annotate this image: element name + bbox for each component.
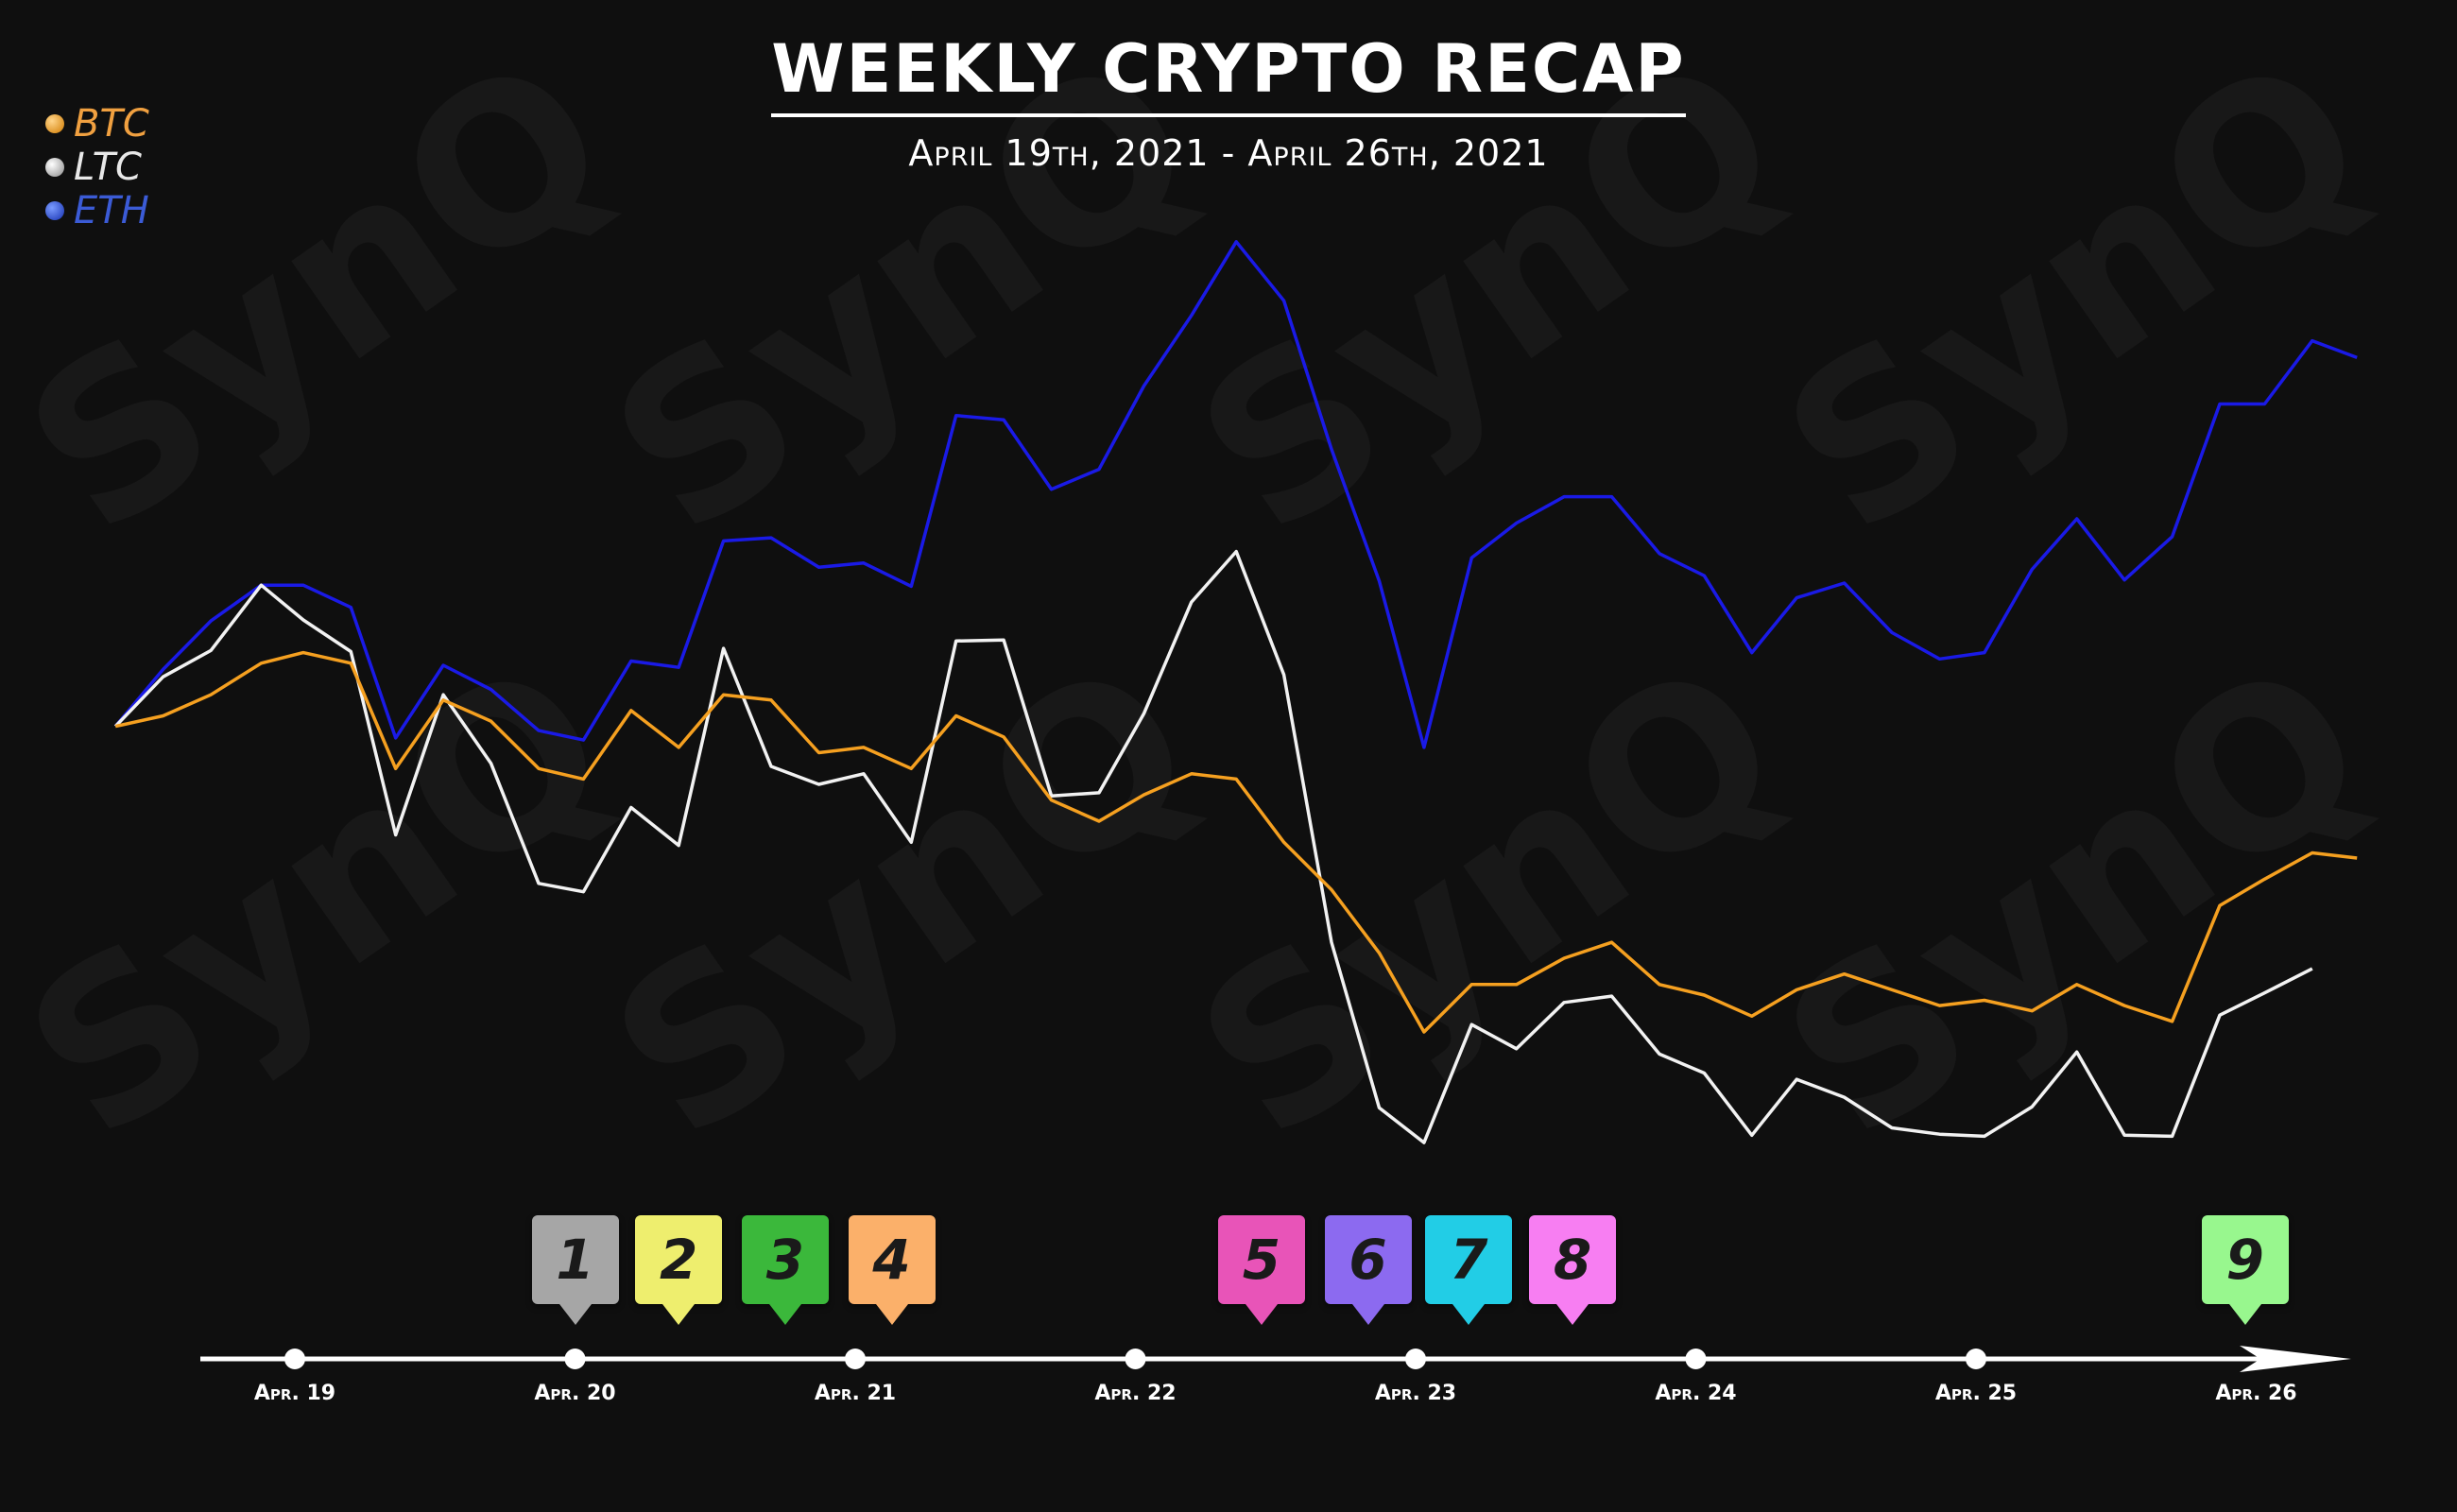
event-marker-6: 6 — [1324, 1215, 1412, 1325]
event-marker-9: 9 — [2201, 1215, 2289, 1325]
x-tick-label: Apr. 21 — [815, 1382, 896, 1405]
chart-subtitle: April 19th, 2021 - April 26th, 2021 — [908, 132, 1549, 174]
legend-item-eth: ETH — [45, 189, 149, 232]
timeline-tick-dot — [1125, 1349, 1146, 1369]
legend-label-ltc: LTC — [74, 146, 142, 189]
event-marker-1: 1 — [531, 1215, 619, 1325]
timeline-tick-dot — [1405, 1349, 1426, 1369]
event-marker-2: 2 — [635, 1215, 723, 1325]
x-tick-label: Apr. 25 — [1935, 1382, 2017, 1405]
chart-title: WEEKLY CRYPTO RECAP — [0, 30, 2457, 117]
legend: BTC LTC ETH — [45, 102, 149, 232]
legend-label-eth: ETH — [74, 189, 149, 232]
x-tick-label: Apr. 22 — [1094, 1382, 1176, 1405]
x-tick-label: Apr. 24 — [1655, 1382, 1736, 1405]
series-line-eth — [113, 240, 2358, 749]
x-tick-label: Apr. 26 — [2215, 1382, 2296, 1405]
btc-dot-icon — [45, 114, 64, 133]
x-tick-label: Apr. 19 — [254, 1382, 335, 1405]
x-tick-label: Apr. 20 — [534, 1382, 615, 1405]
legend-label-btc: BTC — [74, 102, 149, 146]
chart-title-text: WEEKLY CRYPTO RECAP — [771, 30, 1686, 117]
event-marker-7: 7 — [1425, 1215, 1513, 1325]
timeline-tick-dot — [1966, 1349, 1986, 1369]
eth-dot-icon — [45, 201, 64, 220]
legend-item-ltc: LTC — [45, 146, 149, 189]
series-line-ltc — [113, 549, 2313, 1144]
series-line-btc — [114, 650, 2358, 1034]
event-marker-8: 8 — [1529, 1215, 1617, 1325]
timeline-tick-dot — [284, 1349, 305, 1369]
timeline-axis: Apr. 19 Apr. 20 Apr. 21 Apr. 22 Apr. 23 Apr. … — [200, 1346, 2351, 1405]
legend-item-btc: BTC — [45, 102, 149, 146]
timeline-tick-dot — [845, 1349, 866, 1369]
timeline-arrow-icon — [2240, 1346, 2351, 1372]
timeline-tick-dot — [564, 1349, 586, 1369]
event-marker-5: 5 — [1217, 1215, 1305, 1325]
x-tick-label: Apr. 23 — [1375, 1382, 1456, 1405]
event-marker-4: 4 — [848, 1215, 936, 1325]
series-layer — [113, 240, 2358, 1144]
event-marker-3: 3 — [741, 1215, 829, 1325]
timeline-tick-dot — [1685, 1349, 1707, 1369]
ltc-dot-icon — [45, 158, 64, 177]
